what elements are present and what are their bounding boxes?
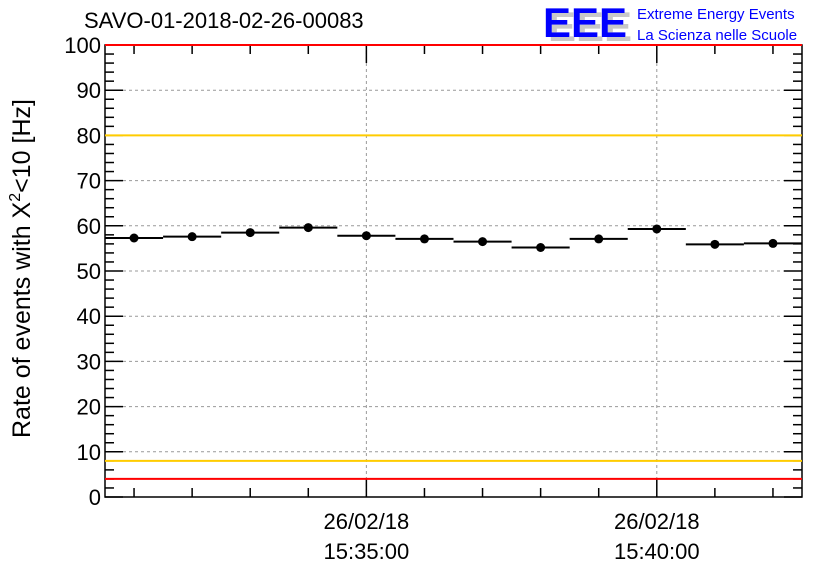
y-tick-label: 90 (77, 78, 101, 103)
logo-line2: La Scienza nelle Scuole (637, 27, 797, 44)
data-point (245, 228, 255, 238)
x-tick-label-time: 15:35:00 (324, 539, 410, 564)
data-point (710, 239, 720, 249)
y-tick-label: 0 (89, 485, 101, 510)
y-tick-label: 40 (77, 304, 101, 329)
data-point (187, 232, 197, 242)
y-tick-label: 60 (77, 214, 101, 239)
y-axis-label: Rate of events with X2<10 [Hz] (7, 99, 36, 438)
data-point (419, 234, 429, 244)
x-tick-label-time: 15:40:00 (614, 539, 700, 564)
y-tick-label: 20 (77, 395, 101, 420)
logo-mark: EEE (543, 0, 627, 46)
y-tick-label: 50 (77, 259, 101, 284)
data-point (536, 242, 546, 252)
y-tick-label: 80 (77, 123, 101, 148)
data-point (652, 224, 662, 234)
y-tick-label: 10 (77, 440, 101, 465)
data-point (594, 234, 604, 244)
x-tick-label-date: 26/02/18 (324, 509, 410, 534)
chart-title: SAVO-01-2018-02-26-00083 (84, 8, 364, 33)
x-tick-label-date: 26/02/18 (614, 509, 700, 534)
data-point (303, 223, 313, 233)
eee-logo: EEE Extreme Energy Events La Scienza nel… (543, 0, 797, 46)
y-tick-label: 30 (77, 349, 101, 374)
data-point (361, 231, 371, 241)
y-tick-label: 70 (77, 169, 101, 194)
logo-line1: Extreme Energy Events (637, 6, 795, 23)
data-point (478, 237, 488, 247)
data-point (768, 238, 778, 248)
y-tick-label: 100 (64, 33, 101, 58)
data-point (129, 233, 139, 243)
